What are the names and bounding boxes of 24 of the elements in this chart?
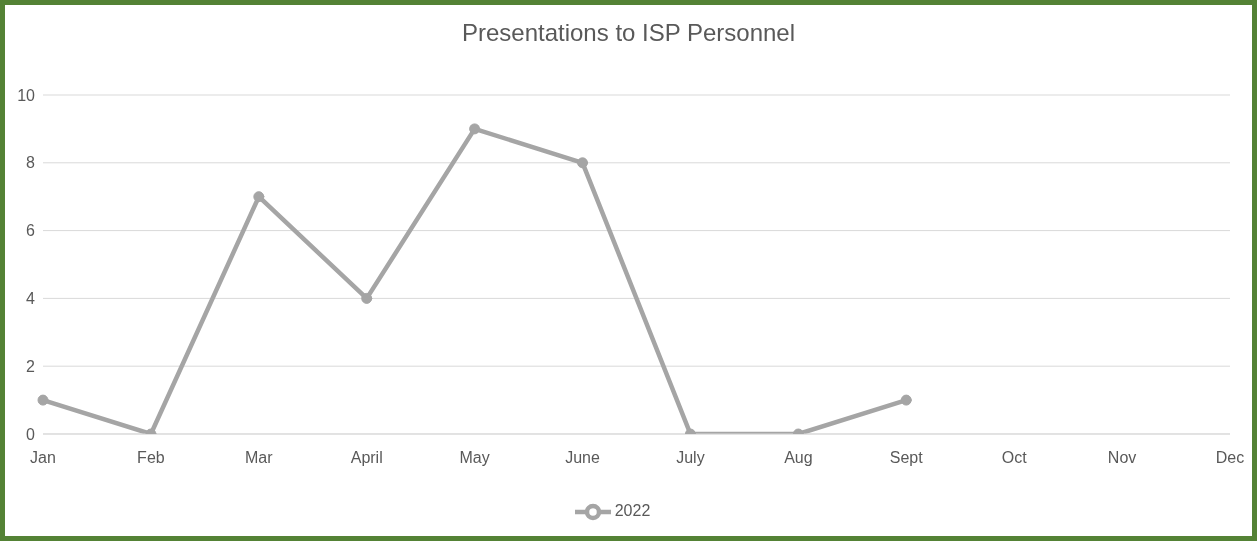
x-tick-label: Jan [30, 449, 56, 467]
point [577, 157, 589, 169]
chart-title: Presentations to ISP Personnel [460, 19, 797, 47]
legend-label: 2022 [614, 502, 651, 520]
x-tick-label: June [565, 449, 600, 467]
x-tick-label: Feb [137, 449, 165, 467]
x-tick-label: Sept [889, 449, 924, 467]
x-tick-label: July [676, 449, 705, 467]
x-tick-label: Oct [1001, 449, 1028, 467]
x-tick-label: May [459, 449, 490, 467]
y-tick-label: 6 [26, 222, 36, 240]
point [469, 123, 481, 135]
y-tick-label: 8 [26, 154, 36, 172]
y-tick-label: 10 [17, 86, 36, 104]
x-tick-label: Dec [1215, 449, 1245, 467]
y-tick-label: 2 [26, 357, 36, 375]
y-tick-label: 0 [26, 425, 36, 443]
point [361, 292, 373, 304]
x-tick-label: Aug [784, 449, 813, 467]
x-tick-label: Mar [245, 449, 274, 467]
x-tick-label: April [350, 449, 383, 467]
point [253, 191, 265, 203]
x-tick-label: Nov [1107, 449, 1137, 467]
y-tick-label: 4 [26, 290, 36, 308]
